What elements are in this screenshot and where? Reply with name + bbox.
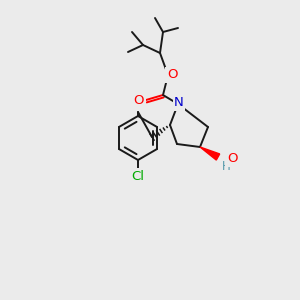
Polygon shape [200, 147, 220, 160]
Text: H: H [222, 160, 231, 173]
Text: O: O [167, 68, 177, 82]
Text: N: N [174, 97, 184, 110]
Text: Cl: Cl [131, 169, 145, 182]
Text: O: O [134, 94, 144, 106]
Text: O: O [227, 152, 237, 166]
